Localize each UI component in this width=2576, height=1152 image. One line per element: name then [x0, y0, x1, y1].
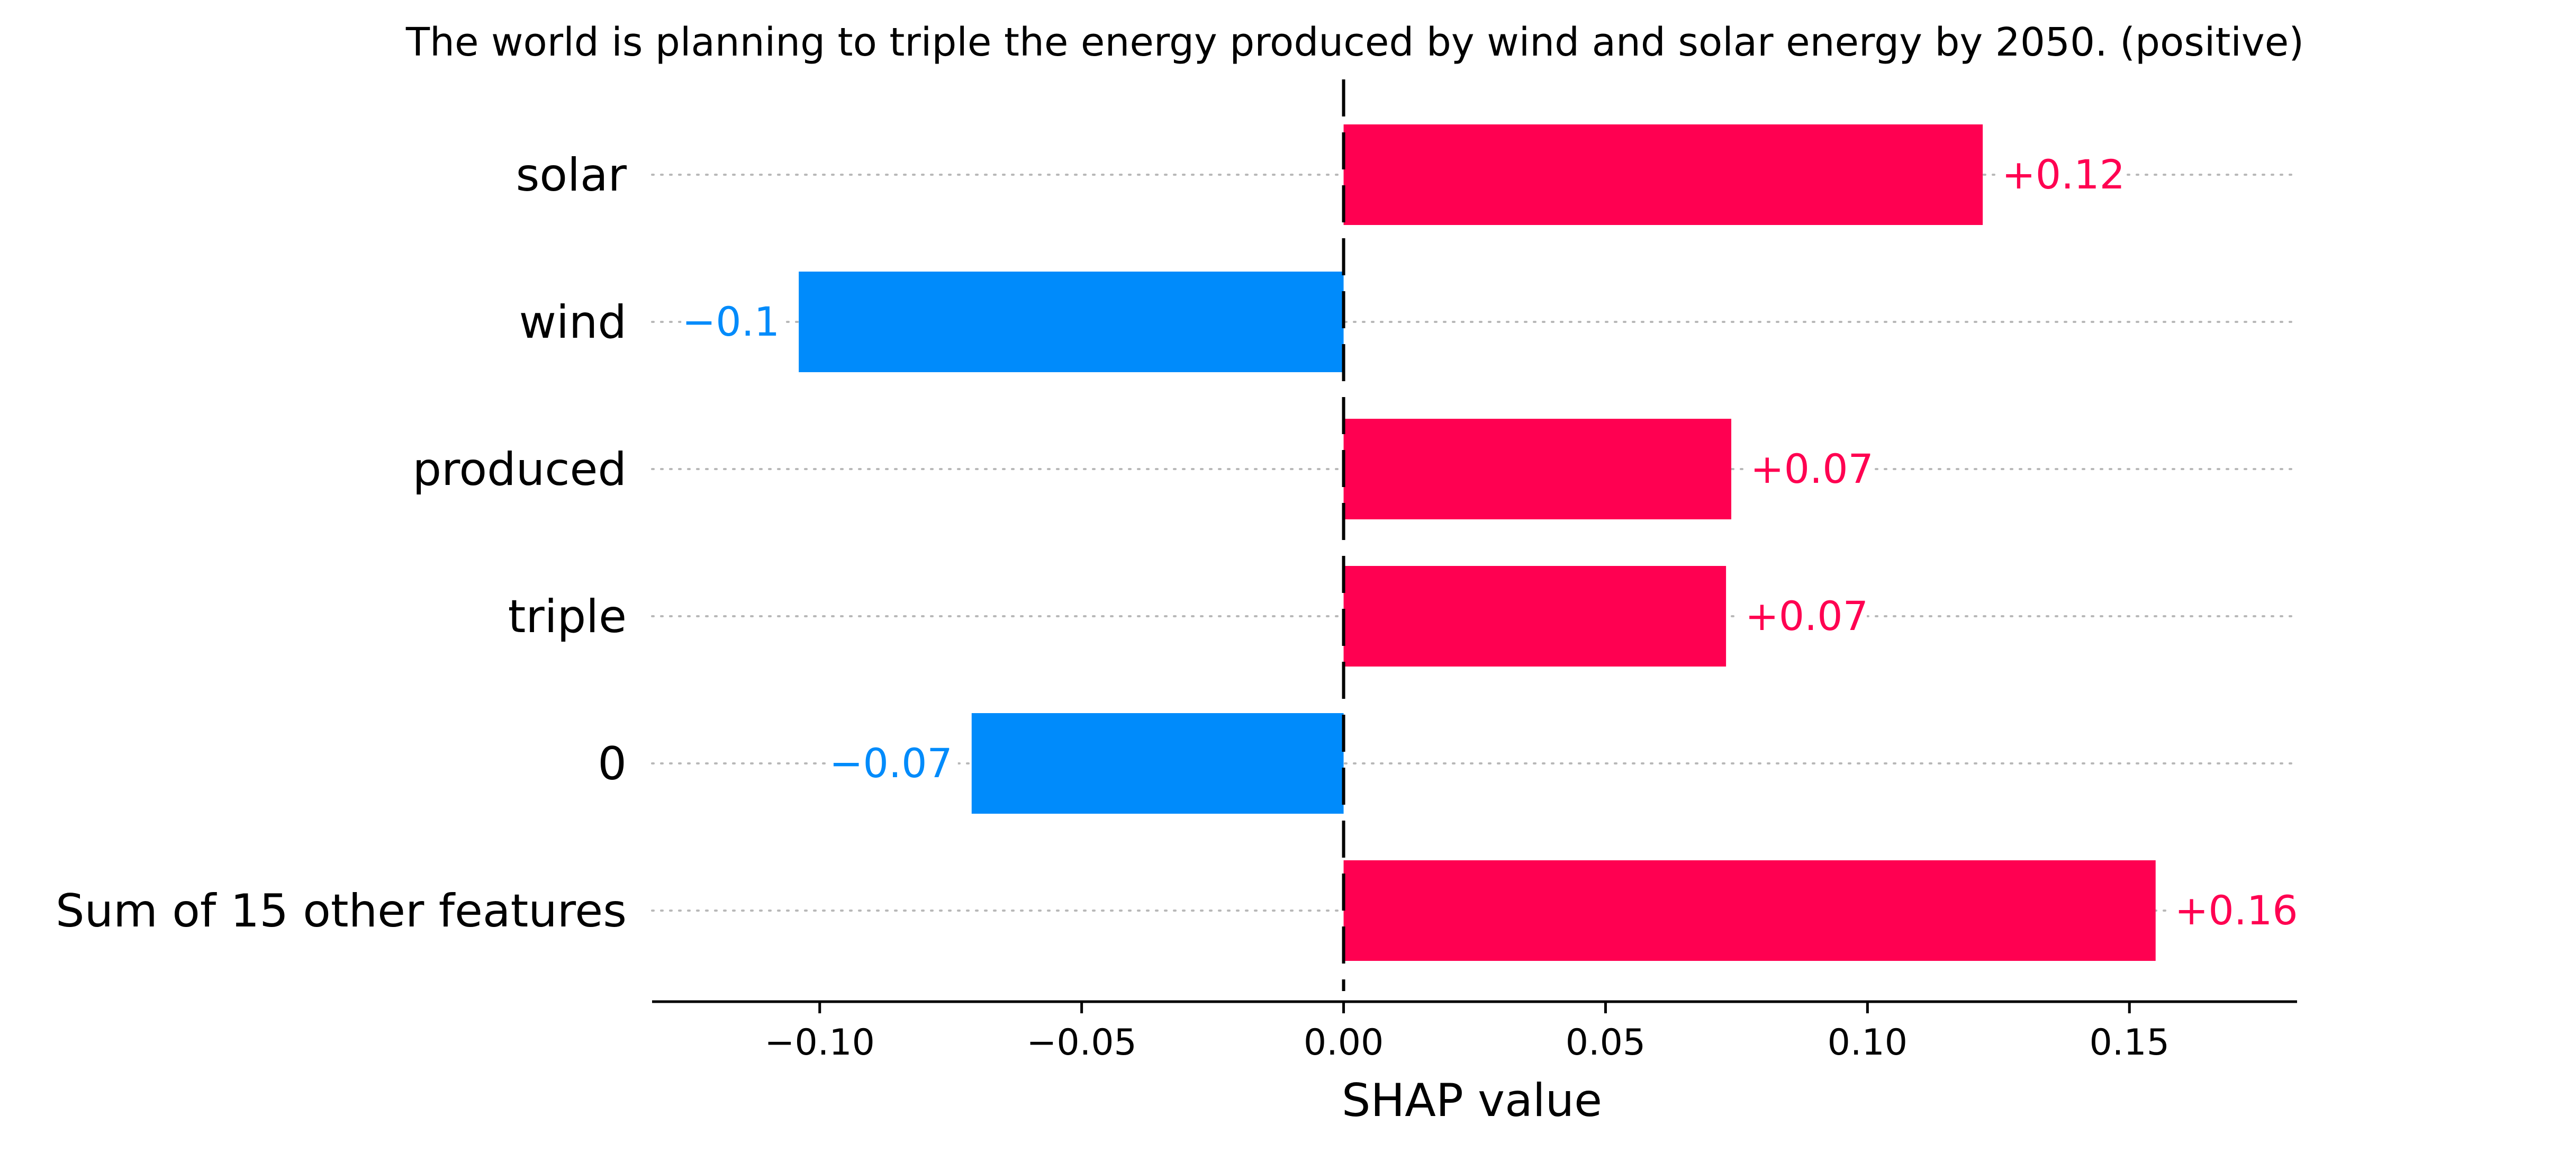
x-axis: −0.10 −0.05 0.00 0.05 0.10 0.15 [652, 1000, 2297, 1064]
x-tick-label: 0.15 [2090, 1022, 2170, 1064]
category-label: triple [508, 590, 627, 643]
x-tick-label: 0.05 [1566, 1022, 1646, 1064]
bar-0 [971, 713, 1344, 814]
x-tick-label: −0.05 [1026, 1022, 1136, 1064]
x-axis-label: SHAP value [1342, 1074, 1602, 1127]
data-label-bg [1745, 443, 1873, 493]
bar-sum-of-15-other-features [1343, 860, 2156, 961]
category-label: produced [412, 443, 627, 496]
data-label: +0.07 [1750, 445, 1874, 492]
data-label: −0.07 [829, 740, 953, 787]
data-label-bg [2169, 884, 2297, 935]
bar-triple [1343, 566, 1727, 667]
chart-title: The world is planning to triple the ener… [405, 20, 2304, 65]
category-labels: solar wind produced triple 0 Sum of 15 other … [56, 149, 627, 938]
category-label: Sum of 15 other features [56, 885, 627, 938]
category-label: solar [516, 149, 627, 202]
bars [799, 124, 2156, 961]
x-tick-label: 0.10 [1828, 1022, 1908, 1064]
bar-solar [1343, 124, 1983, 225]
data-label-bg [1996, 148, 2124, 199]
bar-wind [799, 272, 1344, 372]
data-label: +0.07 [1745, 592, 1868, 640]
data-label-bg [1740, 590, 1867, 641]
bar-produced [1343, 419, 1732, 519]
category-label: 0 [598, 737, 627, 790]
category-label: wind [519, 296, 627, 349]
x-tick-label: 0.00 [1304, 1022, 1384, 1064]
data-label: −0.1 [682, 298, 780, 345]
data-label-bg [830, 737, 958, 788]
data-label: +0.12 [2002, 151, 2125, 198]
data-labels: +0.12 −0.1 +0.07 +0.07 −0.07 +0.16 [681, 148, 2298, 935]
data-label-bg [681, 295, 785, 346]
data-label: +0.16 [2175, 887, 2298, 934]
x-tick-label: −0.10 [765, 1022, 875, 1064]
